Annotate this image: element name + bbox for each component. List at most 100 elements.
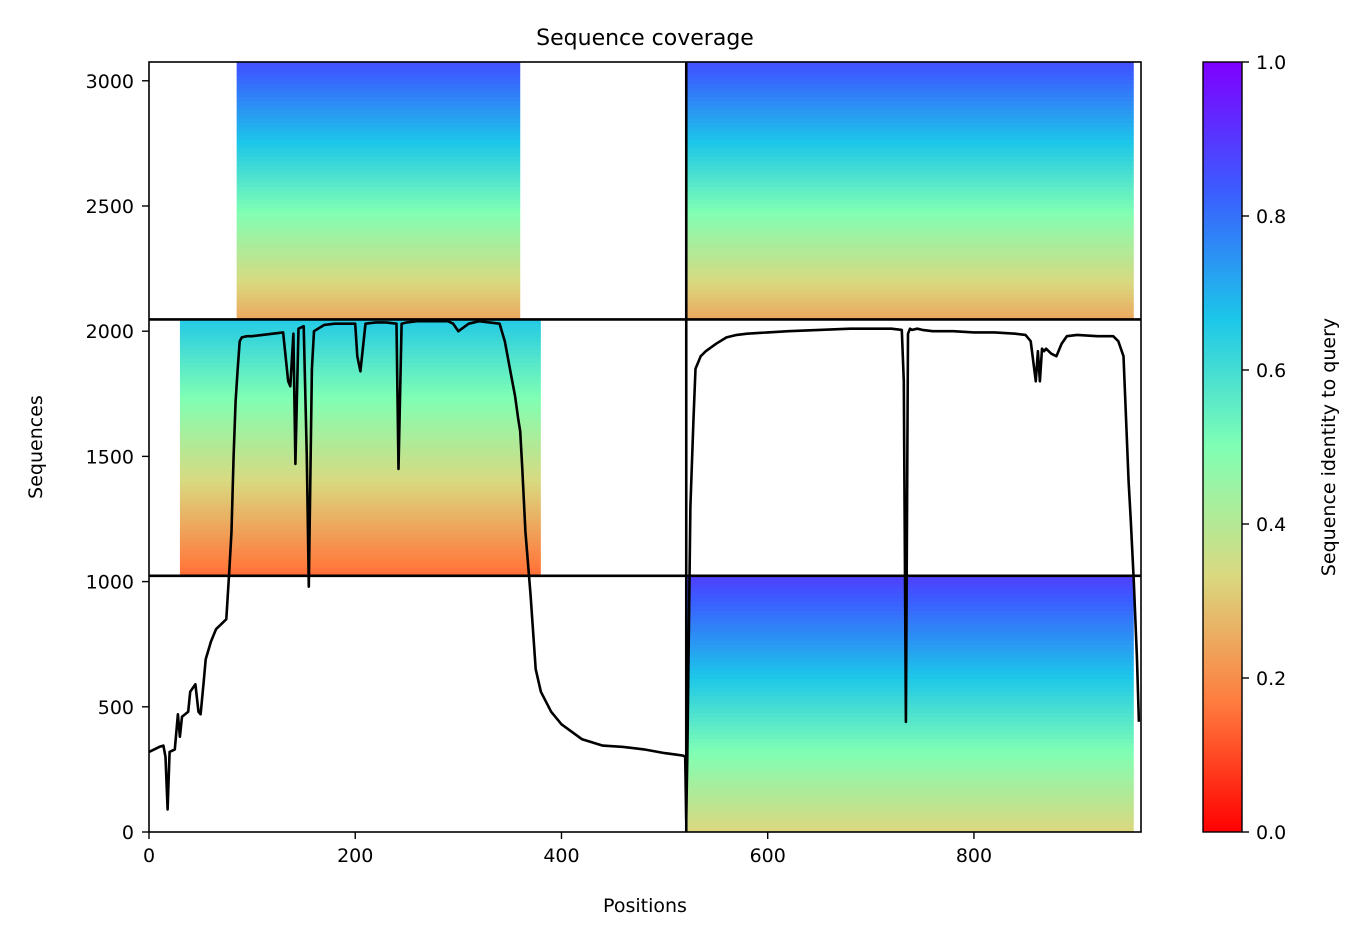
- coverage-row: [179, 494, 541, 500]
- coverage-row: [236, 126, 521, 132]
- coverage-row: [686, 220, 1134, 226]
- x-tick-label: 200: [337, 845, 373, 867]
- coverage-row: [686, 100, 1134, 106]
- coverage-row: [686, 661, 1134, 667]
- coverage-row: [236, 100, 521, 106]
- coverage-row: [686, 622, 1134, 628]
- coverage-row: [686, 272, 1134, 278]
- coverage-row: [179, 434, 541, 440]
- coverage-row: [686, 644, 1134, 650]
- coverage-row: [236, 259, 521, 265]
- x-axis: 0 200 400 600 800: [143, 832, 992, 867]
- coverage-row: [686, 746, 1134, 752]
- coverage-row: [179, 443, 541, 449]
- coverage-row: [236, 62, 521, 67]
- colorbar-ticks: 0.0 0.2 0.4 0.6 0.8 1.0: [1242, 52, 1286, 844]
- coverage-row: [179, 421, 541, 427]
- coverage-row: [686, 763, 1134, 769]
- coverage-row: [179, 550, 541, 556]
- coverage-row: [686, 177, 1134, 183]
- coverage-row: [686, 674, 1134, 679]
- coverage-row: [686, 92, 1134, 97]
- coverage-row: [686, 802, 1134, 807]
- coverage-row: [179, 533, 541, 538]
- coverage-row: [179, 520, 541, 526]
- coverage-row: [179, 392, 541, 397]
- coverage-row: [236, 242, 521, 248]
- coverage-row: [236, 246, 521, 252]
- coverage-row: [686, 810, 1134, 816]
- coverage-row: [686, 186, 1134, 192]
- coverage-row: [686, 109, 1134, 115]
- coverage-row: [236, 173, 521, 179]
- coverage-row: [236, 143, 521, 149]
- coverage-row: [686, 656, 1134, 662]
- colorbar-tick-label: 0.6: [1256, 360, 1286, 382]
- coverage-row: [686, 652, 1134, 658]
- coverage-row: [236, 139, 521, 145]
- coverage-row: [236, 233, 521, 239]
- coverage-row: [686, 618, 1134, 624]
- coverage-row: [179, 370, 541, 376]
- coverage-row: [179, 503, 541, 509]
- coverage-row: [686, 182, 1134, 188]
- coverage-row: [686, 216, 1134, 222]
- coverage-row: [686, 160, 1134, 166]
- coverage-row: [179, 511, 541, 517]
- coverage-block-2: [686, 62, 1134, 321]
- coverage-row: [686, 190, 1134, 196]
- coverage-row: [179, 409, 541, 415]
- coverage-line: [149, 319, 1141, 821]
- coverage-row: [179, 319, 541, 325]
- coverage-row: [686, 827, 1134, 832]
- coverage-row: [686, 289, 1134, 295]
- coverage-row: [686, 173, 1134, 179]
- coverage-row: [179, 379, 541, 385]
- coverage-row: [179, 528, 541, 534]
- coverage-row: [236, 130, 521, 136]
- coverage-row: [686, 83, 1134, 89]
- coverage-row: [179, 327, 541, 333]
- coverage-row: [236, 315, 521, 321]
- coverage-row: [686, 750, 1134, 756]
- coverage-row: [686, 276, 1134, 282]
- coverage-row: [236, 229, 521, 235]
- x-tick-label: 600: [750, 845, 786, 867]
- coverage-row: [686, 588, 1134, 594]
- coverage-row: [686, 199, 1134, 205]
- coverage-row: [236, 190, 521, 196]
- coverage-blocks: [179, 62, 1134, 832]
- coverage-row: [236, 237, 521, 243]
- coverage-row: [686, 738, 1134, 743]
- coverage-row: [686, 122, 1134, 127]
- coverage-row: [179, 430, 541, 436]
- coverage-row: [179, 460, 541, 466]
- y-tick-label: 2000: [86, 321, 134, 343]
- coverage-row: [686, 729, 1134, 735]
- coverage-row: [686, 631, 1134, 637]
- coverage-row: [686, 117, 1134, 123]
- chart-title: Sequence coverage: [536, 26, 754, 51]
- coverage-row: [236, 113, 521, 119]
- coverage-row: [179, 426, 541, 432]
- coverage-row: [686, 806, 1134, 812]
- coverage-row: [179, 468, 541, 474]
- coverage-row: [179, 545, 541, 551]
- coverage-row: [179, 481, 541, 487]
- y-axis-label: Sequences: [25, 395, 47, 499]
- coverage-row: [686, 66, 1134, 72]
- coverage-row: [686, 691, 1134, 696]
- colorbar-tick-label: 0.2: [1256, 668, 1286, 690]
- coverage-row: [236, 280, 521, 286]
- coverage-row: [236, 220, 521, 226]
- coverage-row: [236, 207, 521, 213]
- coverage-row: [686, 194, 1134, 200]
- coverage-row: [686, 785, 1134, 790]
- coverage-row: [686, 104, 1134, 110]
- coverage-row: [179, 490, 541, 496]
- coverage-row: [179, 558, 541, 564]
- coverage-row: [686, 665, 1134, 671]
- coverage-row: [236, 203, 521, 209]
- coverage-row: [179, 404, 541, 410]
- coverage-row: [236, 225, 521, 230]
